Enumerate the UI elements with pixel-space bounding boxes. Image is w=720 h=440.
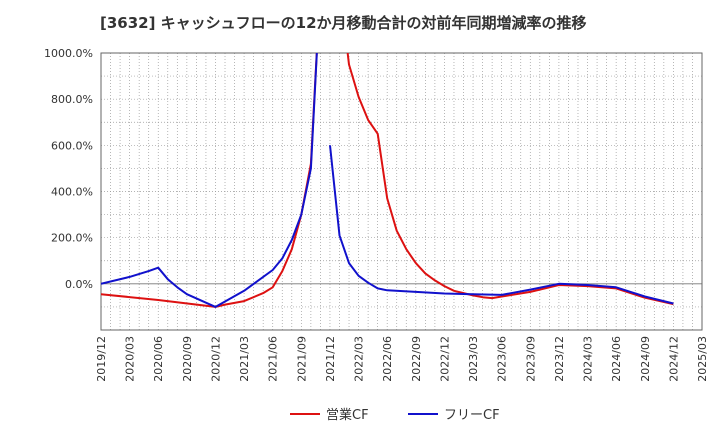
x-tick-label: 2021/06 (267, 336, 280, 382)
x-tick-label: 2024/03 (582, 336, 595, 382)
series-line-free-cf (329, 145, 674, 305)
chart-title: [3632] キャッシュフローの12か月移動合計の対前年同期増減率の推移 (100, 14, 587, 32)
y-tick-label: 0.0% (65, 278, 93, 291)
series-line-free-cf (101, 53, 318, 308)
x-tick-label: 2023/09 (524, 336, 537, 382)
plot-frame (100, 52, 703, 331)
series-lines (101, 53, 674, 308)
y-tick-label: 1000.0% (44, 47, 93, 60)
x-tick-label: 2024/12 (667, 336, 680, 382)
series-line-operating-cf (101, 53, 674, 308)
x-tick-label: 2021/03 (238, 336, 251, 382)
x-tick-label: 2021/12 (324, 336, 337, 382)
y-axis-ticks: 0.0% 200.0% 400.0% 600.0% 800.0% 1000.0% (44, 47, 93, 291)
x-tick-label: 2020/12 (209, 336, 222, 382)
legend-label: 営業CF (326, 407, 369, 423)
y-tick-label: 800.0% (51, 93, 93, 106)
x-tick-label: 2023/12 (553, 336, 566, 382)
x-tick-label: 2023/03 (467, 336, 480, 382)
grid-lines (100, 52, 703, 331)
y-tick-label: 200.0% (51, 232, 93, 245)
x-tick-label: 2022/03 (353, 336, 366, 382)
legend-label: フリーCF (444, 408, 500, 423)
x-axis-ticks: 2019/12 2020/03 2020/06 2020/09 2020/12 2021/… (95, 336, 709, 382)
x-tick-label: 2024/09 (639, 336, 652, 382)
x-tick-label: 2024/06 (610, 336, 623, 382)
legend: 営業CF フリーCF (290, 407, 500, 423)
x-tick-label: 2021/09 (295, 336, 308, 382)
x-tick-label: 2022/09 (410, 336, 423, 382)
x-tick-label: 2022/06 (381, 336, 394, 382)
x-tick-label: 2020/06 (152, 336, 165, 382)
x-tick-label: 2023/06 (496, 336, 509, 382)
x-tick-label: 2019/12 (95, 336, 108, 382)
x-tick-label: 2020/09 (181, 336, 194, 382)
x-tick-label: 2025/03 (696, 336, 709, 382)
y-tick-label: 600.0% (51, 139, 93, 152)
y-tick-label: 400.0% (51, 186, 93, 199)
x-tick-label: 2022/12 (438, 336, 451, 382)
x-tick-label: 2020/03 (124, 336, 137, 382)
